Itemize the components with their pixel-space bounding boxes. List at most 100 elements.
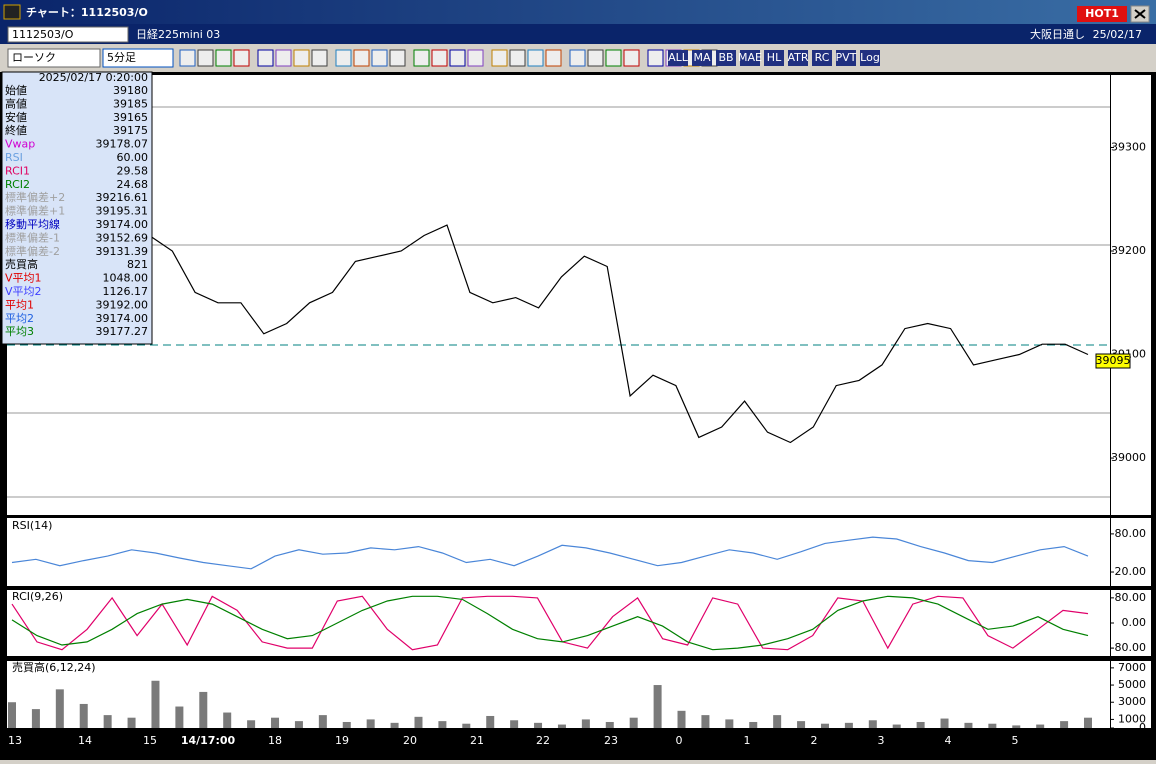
volume-bar [486, 715, 495, 728]
rci-line [11, 595, 1089, 651]
x-tick-label: 3 [878, 734, 885, 747]
tool-icon[interactable] [389, 49, 406, 67]
volume-bar [342, 721, 351, 728]
volume-bar [797, 721, 806, 728]
tool-icon[interactable] [431, 49, 448, 67]
tool-icon[interactable] [215, 49, 232, 67]
info-label: RCI1 [5, 164, 30, 177]
tool-icon[interactable] [413, 49, 430, 67]
info-label: 標準偏差+1 [5, 204, 65, 218]
tool-icon[interactable] [527, 49, 544, 67]
tool-icon[interactable] [257, 49, 274, 67]
panel [7, 518, 1110, 586]
text-button[interactable] [740, 50, 760, 66]
instrument-name: 日経225mini 03 [136, 28, 220, 41]
volume-bar [1012, 725, 1021, 728]
text-button[interactable] [836, 50, 856, 66]
y-tick-label: -80.00 [1111, 641, 1146, 654]
tool-icon[interactable] [371, 49, 388, 67]
volume-bar [103, 715, 112, 728]
tool-icon[interactable] [311, 49, 328, 67]
hot-label[interactable]: HOT1 [1085, 7, 1119, 20]
tool-icon[interactable] [623, 49, 640, 67]
info-panel [1, 71, 153, 345]
tool-icon[interactable] [353, 49, 370, 67]
interval-select[interactable] [102, 48, 174, 68]
info-value: 39185 [113, 97, 148, 110]
volume-bar [223, 712, 232, 728]
chart-type-select[interactable] [7, 48, 101, 68]
tool-icon[interactable] [179, 49, 196, 67]
panel-title: 売買高(6,12,24) [12, 660, 96, 674]
header-bar [0, 24, 1156, 44]
info-value: 39165 [113, 111, 148, 124]
volume-bar [127, 717, 136, 728]
tool-icon[interactable] [509, 49, 526, 67]
app-icon [3, 4, 21, 20]
tool-icon[interactable] [275, 49, 292, 67]
info-label: 終値 [5, 123, 27, 137]
info-value: 39192.00 [96, 298, 149, 311]
hot-button[interactable] [1077, 6, 1127, 22]
volume-bar [31, 709, 40, 728]
y-tick-label: 39200 [1111, 244, 1146, 257]
y-tick-label: 39300 [1111, 140, 1146, 153]
text-button[interactable] [788, 50, 808, 66]
panel [7, 75, 1110, 515]
info-label: 安値 [5, 110, 27, 124]
symbol-box[interactable] [7, 26, 129, 43]
volume-bar [462, 723, 471, 728]
panel [7, 590, 1110, 656]
tool-icon[interactable] [335, 49, 352, 67]
last-price: 39095 [1096, 354, 1131, 367]
tool-icon[interactable] [587, 49, 604, 67]
y-tick-label: 39000 [1111, 451, 1146, 464]
info-value: 39195.31 [96, 205, 149, 218]
tool-icon[interactable] [233, 49, 250, 67]
text-button-label: MA [693, 51, 710, 64]
volume-bar [749, 721, 758, 728]
y-tick-label: 1000 [1118, 712, 1146, 725]
tool-icon[interactable] [293, 49, 310, 67]
window-title: チャート：1112503/O [26, 6, 148, 19]
tool-icon[interactable] [491, 49, 508, 67]
y-tick-label: 80.00 [1115, 527, 1147, 540]
x-tick-label: 14/17:00 [181, 734, 236, 747]
volume-bar [701, 715, 710, 728]
interval: 5分足 [107, 51, 136, 64]
info-value: 60.00 [117, 151, 149, 164]
close-line [11, 224, 1089, 444]
text-button-label: PVT [836, 51, 857, 64]
volume-bar [318, 715, 327, 728]
y-tick-label: 7000 [1118, 661, 1146, 674]
info-value: 39180 [113, 84, 148, 97]
text-button-label: ALL [668, 51, 689, 64]
volume-bar [916, 721, 925, 728]
rsi-line [11, 536, 1089, 570]
text-button[interactable] [764, 50, 784, 66]
info-label: V平均2 [5, 285, 42, 298]
text-button[interactable] [668, 50, 688, 66]
axis-area [1111, 661, 1151, 728]
volume-bar [1060, 721, 1069, 728]
tool-icon[interactable] [569, 49, 586, 67]
last-price-box [1095, 353, 1131, 369]
tool-icon[interactable] [647, 49, 664, 67]
text-button[interactable] [692, 50, 712, 66]
text-button[interactable] [860, 50, 880, 66]
tool-icon[interactable] [545, 49, 562, 67]
text-button[interactable] [812, 50, 832, 66]
info-label: RSI [5, 151, 23, 164]
volume-bar [534, 722, 543, 728]
y-tick-label: 0.00 [1122, 616, 1147, 629]
tool-icon[interactable] [449, 49, 466, 67]
x-tick-label: 0 [676, 734, 683, 747]
panel [7, 661, 1110, 728]
text-button[interactable] [716, 50, 736, 66]
volume-bar [79, 703, 88, 728]
tool-icon[interactable] [197, 49, 214, 67]
volume-bar [390, 722, 399, 728]
tool-icon[interactable] [605, 49, 622, 67]
info-value: 39152.69 [96, 231, 149, 244]
tool-icon[interactable] [467, 49, 484, 67]
